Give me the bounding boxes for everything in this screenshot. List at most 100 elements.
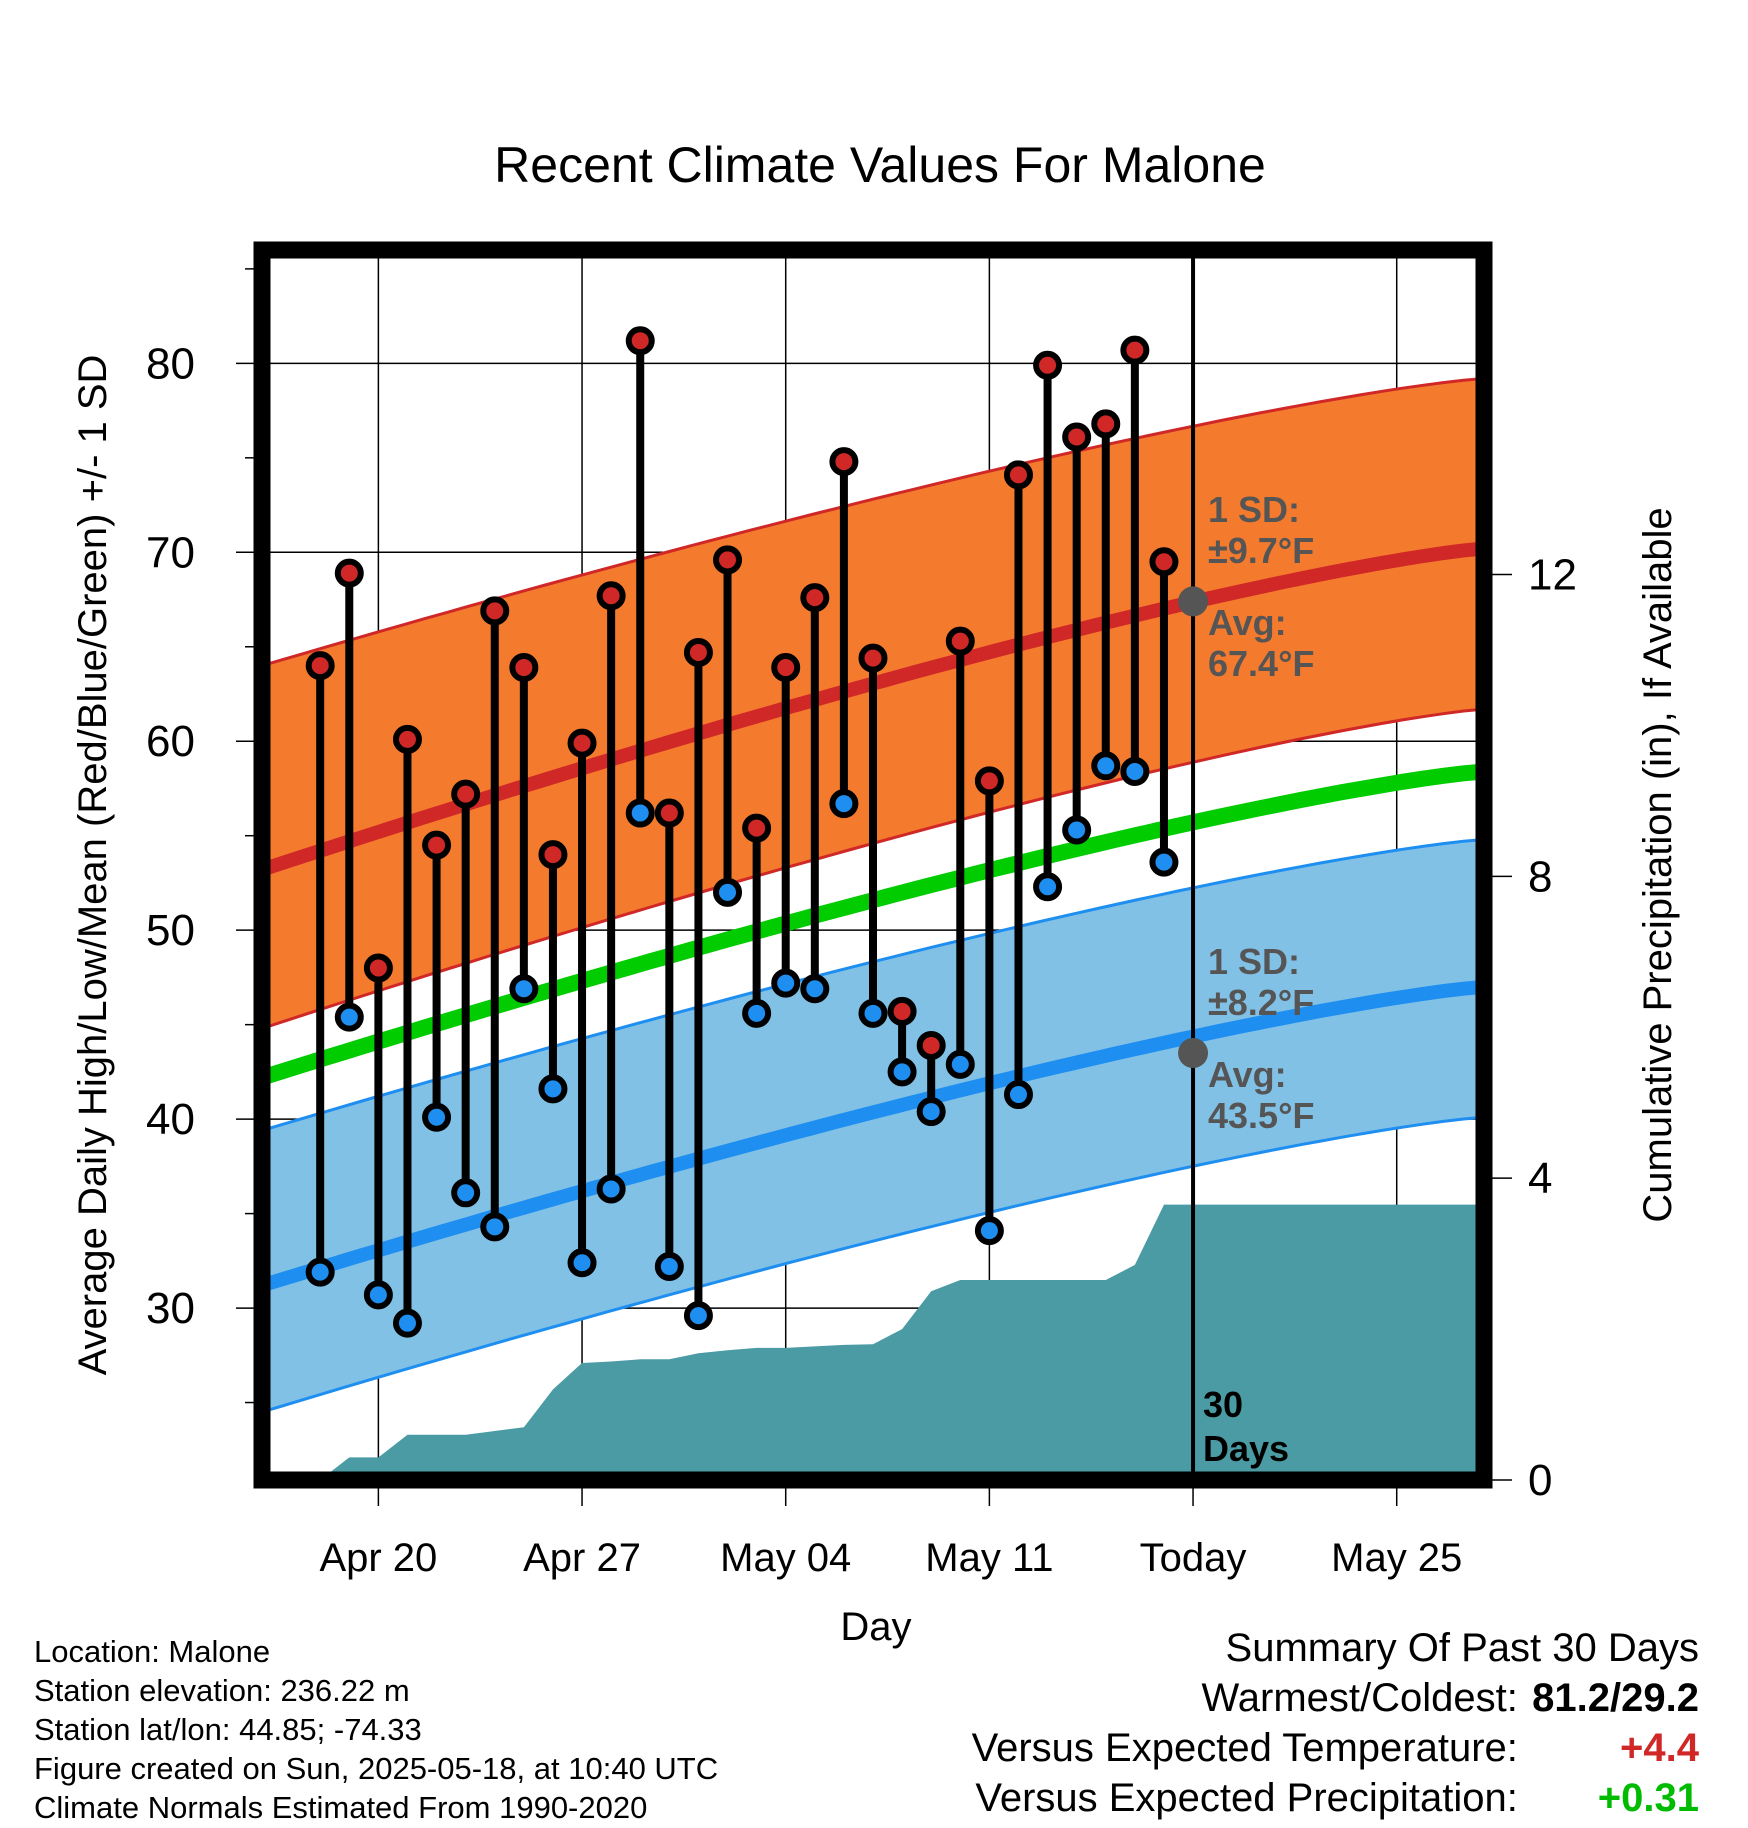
daily-low-point bbox=[771, 968, 801, 998]
daily-low-point bbox=[654, 1251, 684, 1281]
daily-low-point bbox=[625, 798, 655, 828]
daily-high-point bbox=[1149, 547, 1179, 577]
daily-low-point bbox=[974, 1216, 1004, 1246]
daily-high-point bbox=[480, 596, 510, 626]
daily-high-point bbox=[363, 953, 393, 983]
normal-low-band-lower bbox=[262, 1115, 1484, 1414]
daily-high-point bbox=[509, 653, 539, 683]
y-tick-label: 50 bbox=[146, 906, 195, 955]
latlon-text: Station lat/lon: 44.85; -74.33 bbox=[34, 1712, 422, 1747]
y2-tick-label: 0 bbox=[1528, 1456, 1552, 1505]
y-axis-label: Average Daily High/Low/Mean (Red/Blue/Gr… bbox=[71, 355, 115, 1376]
daily-high-point bbox=[683, 637, 713, 667]
daily-low-point bbox=[742, 998, 772, 1028]
daily-high-point bbox=[392, 724, 422, 754]
daily-high-point bbox=[305, 651, 335, 681]
chart-annotation: 1 SD: bbox=[1208, 489, 1300, 530]
normal-low-line bbox=[262, 979, 1484, 1293]
warmest-coldest-value: 81.2/29.2 bbox=[1532, 1676, 1699, 1720]
daily-high-point bbox=[334, 558, 364, 588]
daily-low-point bbox=[916, 1097, 946, 1127]
daily-high-point bbox=[829, 447, 859, 477]
chart-annotation: ±9.7°F bbox=[1208, 530, 1314, 571]
daily-low-point bbox=[829, 789, 859, 819]
chart-annotation: Days bbox=[1203, 1428, 1289, 1469]
y2-tick-label: 12 bbox=[1528, 550, 1577, 599]
daily-low-point bbox=[945, 1049, 975, 1079]
location-info: Location: Malone Station elevation: 236.… bbox=[34, 1632, 718, 1827]
daily-high-point bbox=[742, 813, 772, 843]
daily-low-point bbox=[567, 1248, 597, 1278]
daily-high-point bbox=[916, 1030, 946, 1060]
x-tick-label: Apr 20 bbox=[319, 1536, 437, 1580]
summary-precipitation: Versus Expected Precipitation: +0.31 bbox=[972, 1773, 1699, 1823]
daily-low-point bbox=[1091, 751, 1121, 781]
summary-warmest-coldest: Warmest/Coldest: 81.2/29.2 bbox=[972, 1673, 1700, 1723]
chart-annotation: 43.5°F bbox=[1208, 1095, 1314, 1136]
daily-low-point bbox=[509, 974, 539, 1004]
daily-high-point bbox=[800, 583, 830, 613]
precipitation-area bbox=[291, 1204, 1484, 1480]
daily-low-point bbox=[1120, 756, 1150, 786]
warmest-coldest-label: Warmest/Coldest: bbox=[1201, 1676, 1518, 1720]
summary-title: Summary Of Past 30 Days bbox=[1225, 1626, 1699, 1670]
daily-high-point bbox=[974, 766, 1004, 796]
chart-annotation: Avg: bbox=[1208, 1054, 1287, 1095]
temp-label: Versus Expected Temperature: bbox=[971, 1726, 1518, 1770]
chart-annotation: Avg: bbox=[1208, 602, 1287, 643]
daily-low-point bbox=[480, 1212, 510, 1242]
daily-low-point bbox=[538, 1074, 568, 1104]
x-tick-label: May 04 bbox=[720, 1536, 851, 1580]
daily-high-point bbox=[771, 653, 801, 683]
daily-low-point bbox=[363, 1280, 393, 1310]
chart-annotation: 67.4°F bbox=[1208, 643, 1314, 684]
daily-high-point bbox=[1062, 422, 1092, 452]
summary-panel: Summary Of Past 30 Days Warmest/Coldest:… bbox=[972, 1623, 1699, 1823]
daily-low-point bbox=[596, 1174, 626, 1204]
today-avg-low-point bbox=[1178, 1037, 1209, 1068]
daily-low-point bbox=[305, 1257, 335, 1287]
daily-low-point bbox=[858, 998, 888, 1028]
y-tick-label: 40 bbox=[146, 1095, 195, 1144]
daily-high-point bbox=[596, 581, 626, 611]
x-tick-label: Apr 27 bbox=[523, 1536, 641, 1580]
daily-low-point bbox=[422, 1102, 452, 1132]
y-tick-label: 60 bbox=[146, 717, 195, 766]
plot-frame bbox=[253, 241, 1493, 1489]
x-tick-label: May 25 bbox=[1331, 1536, 1462, 1580]
daily-high-point bbox=[625, 326, 655, 356]
normal-high-band-upper bbox=[262, 377, 1484, 668]
summary-temperature: Versus Expected Temperature: +4.4 bbox=[972, 1723, 1699, 1773]
daily-low-point bbox=[1149, 847, 1179, 877]
daily-low-point bbox=[1003, 1080, 1033, 1110]
y2-tick-label: 8 bbox=[1528, 852, 1552, 901]
daily-low-point bbox=[713, 877, 743, 907]
daily-high-point bbox=[887, 996, 917, 1026]
daily-low-point bbox=[392, 1308, 422, 1338]
location-text: Location: Malone bbox=[34, 1634, 271, 1669]
chart-annotation: 30 bbox=[1203, 1384, 1243, 1425]
daily-high-point bbox=[567, 728, 597, 758]
x-tick-label: Today bbox=[1140, 1536, 1247, 1580]
daily-high-point bbox=[422, 830, 452, 860]
daily-high-point bbox=[945, 626, 975, 656]
chart-annotation: 1 SD: bbox=[1208, 941, 1300, 982]
normals-text: Climate Normals Estimated From 1990-2020 bbox=[34, 1790, 648, 1825]
daily-high-point bbox=[538, 840, 568, 870]
daily-high-point bbox=[858, 643, 888, 673]
y-tick-label: 30 bbox=[146, 1284, 195, 1333]
created-text: Figure created on Sun, 2025-05-18, at 10… bbox=[34, 1751, 719, 1786]
daily-low-point bbox=[1033, 872, 1063, 902]
precip-value: +0.31 bbox=[1597, 1776, 1699, 1820]
temp-value: +4.4 bbox=[1620, 1726, 1699, 1770]
y2-axis-label: Cumulative Precipitation (in), If Availa… bbox=[1636, 507, 1680, 1222]
daily-high-point bbox=[713, 545, 743, 575]
daily-low-point bbox=[1062, 815, 1092, 845]
y2-tick-label: 4 bbox=[1528, 1154, 1552, 1203]
today-avg-high-point bbox=[1178, 586, 1209, 617]
daily-high-point bbox=[1003, 460, 1033, 490]
x-tick-label: May 11 bbox=[925, 1536, 1053, 1580]
daily-high-point bbox=[1091, 409, 1121, 439]
